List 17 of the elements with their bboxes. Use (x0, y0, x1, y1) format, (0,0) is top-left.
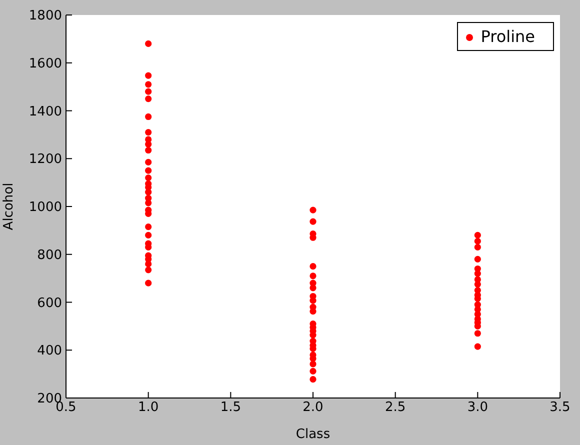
y-tick-label: 1800 (28, 8, 62, 24)
x-tick-label: 2.5 (384, 400, 406, 416)
y-tick-label: 1200 (28, 152, 62, 168)
y-tick-label: 1000 (28, 200, 62, 216)
legend-label: Proline (480, 27, 535, 46)
x-axis-title: Class (296, 427, 330, 442)
x-tick-label: 3.5 (550, 400, 570, 416)
x-tick-label: 1.0 (138, 400, 159, 416)
y-tick-label: 600 (37, 296, 62, 311)
x-tick-label: 3.0 (467, 400, 488, 416)
y-tick-label: 1600 (28, 56, 62, 72)
y-tick-label: 400 (37, 344, 62, 359)
y-axis-title: Alcohol (2, 182, 17, 230)
x-tick-label: 2.0 (302, 400, 324, 416)
y-tick-label: 1400 (28, 104, 62, 120)
y-tick-label: 800 (37, 248, 62, 263)
x-tick-label: 1.5 (220, 400, 242, 416)
